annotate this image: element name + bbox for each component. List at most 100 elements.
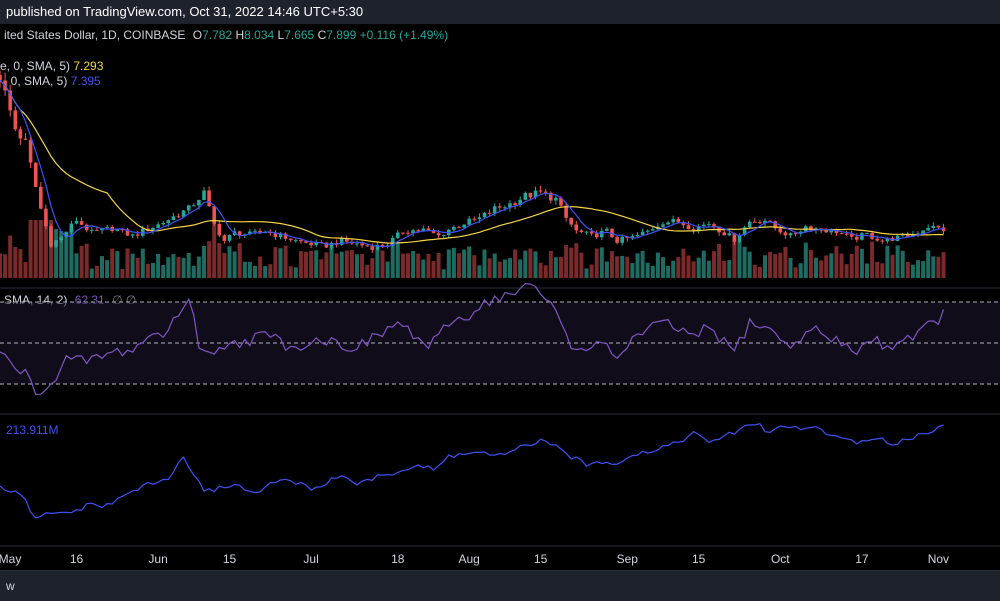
candle [615,235,619,245]
volume-bar [181,257,186,278]
volume-bar [145,263,150,278]
volume-bar [222,253,227,278]
volume-bar [523,250,528,278]
volume-bar [176,257,181,278]
volume-bar [18,249,23,278]
candle [329,241,334,250]
symbol-label: ited States Dollar, 1D, COINBASE [4,28,186,42]
candle [860,232,864,241]
volume-bar [696,257,701,278]
volume-bar [722,260,727,278]
volume-bar [941,252,946,278]
volume-bar [814,257,818,278]
candle [472,216,477,222]
candle [839,232,844,235]
volume-bar [757,266,762,278]
candle [732,232,737,245]
candle [538,185,543,194]
candle [299,239,303,244]
candle [594,230,599,239]
volume-bar [339,251,344,278]
volume-bar [778,252,783,278]
volume-bar [727,260,732,278]
volume-bar [273,247,278,278]
volume-bar [237,243,242,278]
candle [401,232,405,236]
volume-bar [309,250,314,278]
volume-bar [395,242,400,278]
volume-bar [783,246,788,278]
candle [84,223,89,233]
volume-bar [538,262,543,278]
candle [345,235,349,244]
volume-bar [426,253,431,278]
candle [931,222,936,230]
candle [176,213,181,218]
volume-bar [890,254,895,278]
high-value: 8.034 [244,28,275,42]
candle [666,221,670,226]
volume-bar [564,244,569,278]
candle [457,226,461,228]
volume-bar [79,245,84,278]
ma-fast-label: , 0, SMA, 5) [4,74,68,88]
volume-bar [559,257,563,278]
candle [589,228,594,236]
volume-bar [314,250,319,278]
volume-bar [436,252,441,278]
volume-bar [110,248,115,278]
volume-bar [227,246,232,278]
volume-bar [268,264,273,278]
candle [605,226,609,232]
volume-bar [349,250,354,278]
candle [921,230,925,234]
candle [314,239,318,247]
candle [880,239,885,244]
ma-slow-value: 7.293 [73,59,104,73]
candle [640,228,645,236]
volume-bar [74,253,79,278]
volume-bar [502,259,507,278]
volume-bar [655,252,660,278]
volume-bar [574,243,579,278]
volume-bar [467,246,472,278]
candle [202,187,206,201]
ma-fast-line [0,79,944,248]
candle [549,191,553,204]
volume-bar [196,256,201,278]
volume-bar [54,228,59,278]
volume-bar [834,246,839,278]
candle [217,220,222,238]
publish-info: published on TradingView.com, Oct 31, 20… [6,4,364,19]
volume-bar [706,260,711,278]
volume-bar [926,250,931,278]
volume-bar [604,261,609,278]
time-axis[interactable]: May 16 Jun 15 Jul 18 Aug 15 Sep 15 Oct 17 Nov [0,548,1000,570]
candle [207,186,211,207]
open-value: 7.782 [202,28,233,42]
volume-bar [247,261,252,278]
volume-bar [207,241,212,278]
volume-bar [640,250,645,278]
candle [441,234,446,239]
candle [370,243,375,253]
change-value: +0.116 (+1.49%) [359,28,449,42]
candle [283,232,288,241]
volume-bar [43,220,48,278]
volume-bar [839,253,844,278]
candle [579,229,584,234]
volume-bar [319,259,324,278]
candle [396,229,400,239]
volume-bar [528,248,533,278]
candle [503,205,507,212]
candle [564,202,568,222]
volume-bar [360,254,365,278]
volume-bar [737,241,742,278]
candle [421,225,426,231]
candle [487,209,492,217]
candle [18,126,23,145]
volume-bar [768,251,773,278]
price-chart[interactable] [0,24,1000,548]
candle [482,211,487,219]
volume-bar [33,220,38,278]
